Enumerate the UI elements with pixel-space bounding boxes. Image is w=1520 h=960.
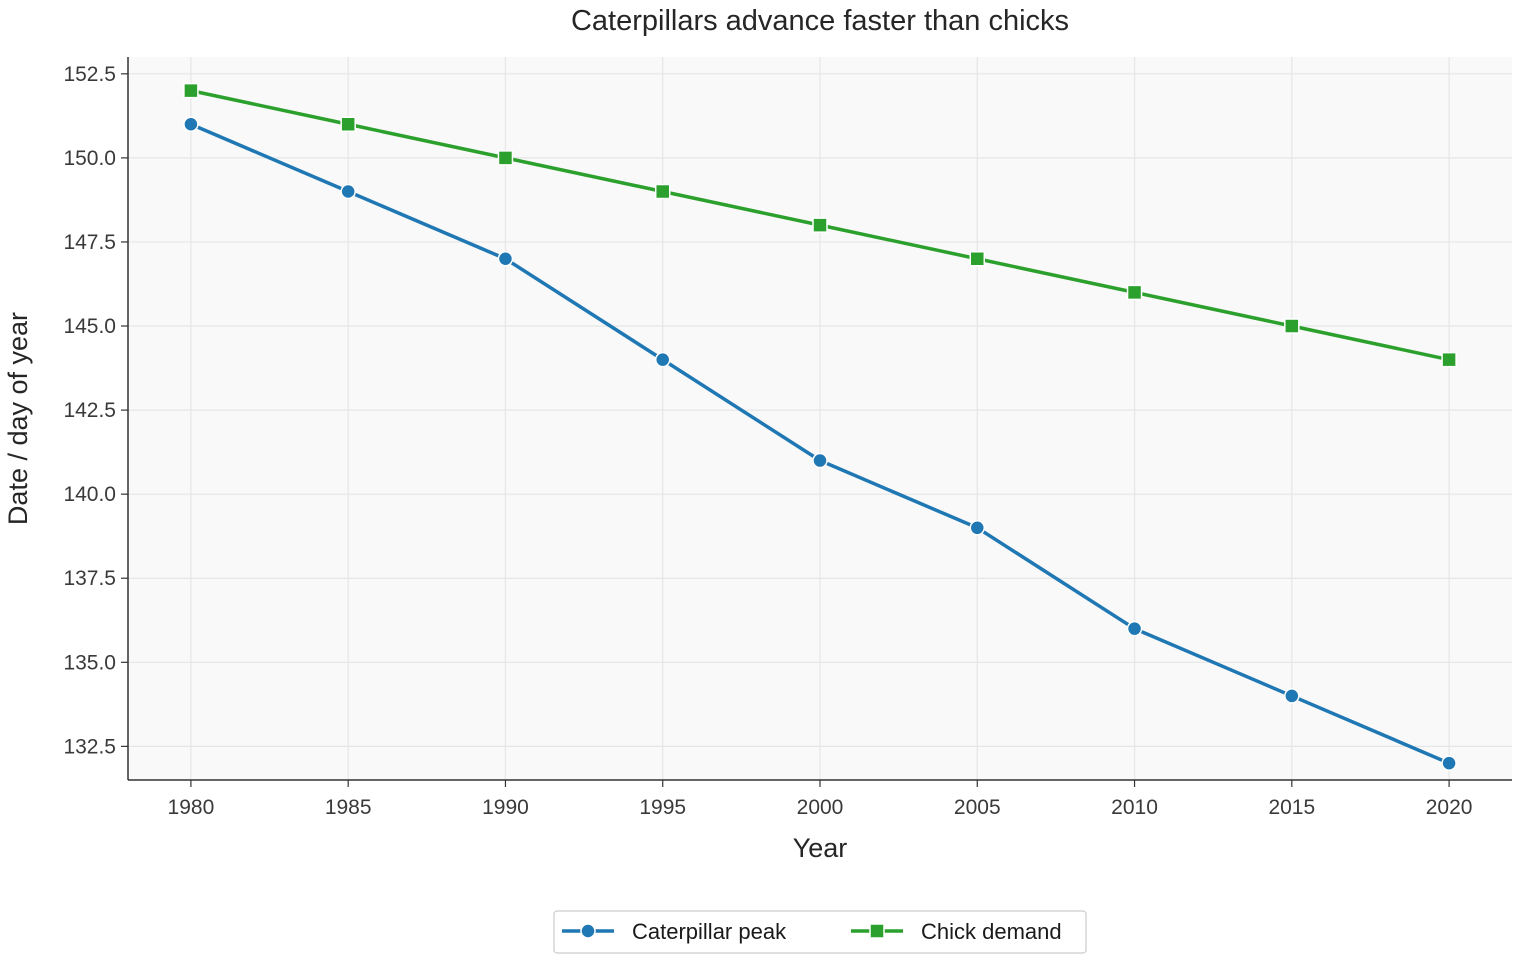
y-tick-label: 147.5 xyxy=(63,231,116,254)
x-tick-label: 2010 xyxy=(1111,796,1158,819)
y-tick-label: 152.5 xyxy=(63,63,116,86)
chart-title: Caterpillars advance faster than chicks xyxy=(571,5,1069,37)
series-group xyxy=(183,82,1457,771)
chick-demand-point xyxy=(1441,351,1457,368)
chick-demand-point xyxy=(1126,284,1143,301)
caterpillar-peak-point xyxy=(497,251,514,267)
caterpillar-peak-point xyxy=(812,452,828,469)
chick-demand-point xyxy=(340,116,356,133)
grid-lines xyxy=(128,57,1512,780)
chick-demand-point xyxy=(497,150,514,166)
caterpillar-peak-point xyxy=(1126,620,1143,637)
caterpillar-peak-point xyxy=(340,183,356,200)
chick-demand-point xyxy=(812,217,828,233)
x-tick-label: 2000 xyxy=(797,796,844,819)
y-tick-label: 150.0 xyxy=(63,147,116,170)
x-axis-label: Year xyxy=(793,833,848,863)
y-tick-label: 140.0 xyxy=(63,483,116,506)
x-tick-label: 2015 xyxy=(1268,796,1315,819)
chick-demand-point xyxy=(183,82,199,99)
y-axis-label: Date / day of year xyxy=(3,312,33,525)
y-tick-label: 132.5 xyxy=(63,735,116,758)
caterpillar-peak-point xyxy=(1284,688,1300,704)
chick-demand-point xyxy=(969,251,986,267)
caterpillar-peak-point xyxy=(969,520,986,536)
y-tick-label: 137.5 xyxy=(63,567,116,590)
legend-caterpillar-peak-marker xyxy=(580,923,596,939)
y-tick-label: 142.5 xyxy=(63,399,116,422)
caterpillar-peak-point xyxy=(183,116,199,133)
caterpillar-peak-point xyxy=(654,351,671,368)
x-axis-ticks: 1980 1985 1990 1995 2000 2005 2010 2015 2020 xyxy=(168,780,1473,819)
legend-box xyxy=(553,910,1087,954)
legend-caterpillar-peak-label: Caterpillar peak xyxy=(632,919,787,944)
legend-chick-demand-marker xyxy=(869,923,885,939)
legend: Caterpillar peak Chick demand xyxy=(553,910,1087,954)
x-tick-label: 2020 xyxy=(1426,796,1473,819)
x-tick-label: 2005 xyxy=(954,796,1001,819)
x-tick-label: 1985 xyxy=(325,796,372,819)
chick-demand-point xyxy=(1284,318,1300,334)
x-tick-label: 1990 xyxy=(482,796,529,819)
legend-chick-demand-label: Chick demand xyxy=(921,919,1062,944)
chick-demand-point xyxy=(654,183,671,200)
y-axis-ticks: 132.5 135.0 137.5 140.0 142.5 145.0 147.5 150.0… xyxy=(63,63,128,758)
y-tick-label: 145.0 xyxy=(63,315,116,338)
x-tick-label: 1995 xyxy=(639,796,686,819)
caterpillar-peak-point xyxy=(1441,755,1457,771)
y-tick-label: 135.0 xyxy=(63,651,116,674)
x-tick-label: 1980 xyxy=(168,796,215,819)
